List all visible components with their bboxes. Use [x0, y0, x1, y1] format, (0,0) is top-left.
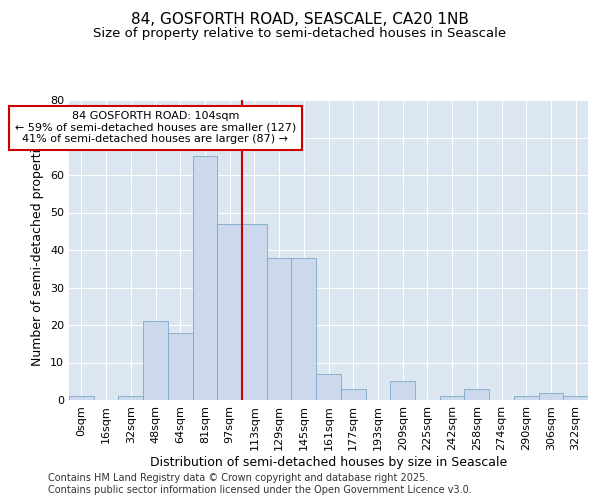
Bar: [168, 332, 193, 400]
Bar: [292, 258, 316, 400]
Bar: [242, 224, 267, 400]
Bar: [316, 374, 341, 400]
Text: 84 GOSFORTH ROAD: 104sqm
← 59% of semi-detached houses are smaller (127)
41% of : 84 GOSFORTH ROAD: 104sqm ← 59% of semi-d…: [15, 112, 296, 144]
Bar: [464, 389, 489, 400]
Bar: [69, 396, 94, 400]
Bar: [514, 396, 539, 400]
Bar: [341, 389, 365, 400]
Bar: [563, 396, 588, 400]
Bar: [539, 392, 563, 400]
Bar: [440, 396, 464, 400]
Bar: [118, 396, 143, 400]
Bar: [193, 156, 217, 400]
X-axis label: Distribution of semi-detached houses by size in Seascale: Distribution of semi-detached houses by …: [150, 456, 507, 468]
Bar: [217, 224, 242, 400]
Bar: [390, 381, 415, 400]
Bar: [143, 322, 168, 400]
Bar: [267, 258, 292, 400]
Text: 84, GOSFORTH ROAD, SEASCALE, CA20 1NB: 84, GOSFORTH ROAD, SEASCALE, CA20 1NB: [131, 12, 469, 28]
Y-axis label: Number of semi-detached properties: Number of semi-detached properties: [31, 134, 44, 366]
Text: Contains HM Land Registry data © Crown copyright and database right 2025.
Contai: Contains HM Land Registry data © Crown c…: [48, 474, 472, 495]
Text: Size of property relative to semi-detached houses in Seascale: Size of property relative to semi-detach…: [94, 28, 506, 40]
